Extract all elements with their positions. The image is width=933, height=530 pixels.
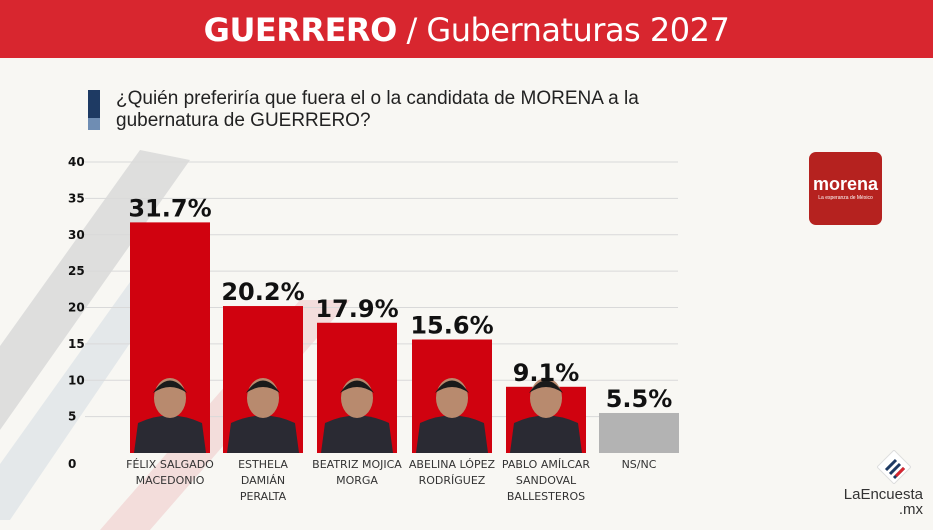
- bar: [599, 412, 679, 453]
- value-label: 15.6%: [410, 312, 493, 340]
- question-marker: [88, 90, 100, 130]
- category-label: RODRÍGUEZ: [419, 474, 486, 487]
- candidate-photo: [416, 378, 488, 453]
- y-tick-label: 10: [68, 373, 85, 387]
- candidate-photo: [510, 378, 582, 453]
- y-tick-label: 20: [68, 301, 85, 315]
- category-label: ESTHELA: [238, 458, 288, 471]
- y-tick-label: 40: [68, 155, 85, 169]
- page-title: Gubernaturas 2027: [426, 11, 730, 49]
- candidate-photo: [227, 378, 299, 453]
- category-label: ABELINA LÓPEZ: [409, 458, 496, 471]
- category-label: NS/NC: [622, 458, 657, 471]
- category-label: FÉLIX SALGADO: [126, 458, 214, 471]
- category-label: DAMIÁN: [241, 474, 285, 487]
- category-label: BALLESTEROS: [507, 490, 585, 503]
- y-tick-label: 0: [68, 457, 76, 471]
- title-separator: /: [396, 11, 427, 49]
- candidate-photo: [134, 378, 206, 453]
- y-tick-label: 25: [68, 264, 85, 278]
- value-label: 9.1%: [513, 359, 580, 387]
- value-label: 17.9%: [315, 295, 398, 323]
- category-label: PERALTA: [240, 490, 287, 503]
- value-label: 20.2%: [221, 278, 304, 306]
- morena-logo: morena La esperanza de México: [809, 152, 882, 225]
- category-label: MACEDONIO: [136, 474, 205, 487]
- question-text: ¿Quién preferiría que fuera el o la cand…: [116, 88, 639, 131]
- value-label: 31.7%: [128, 194, 211, 222]
- category-label: SANDOVAL: [516, 474, 577, 487]
- y-tick-label: 5: [68, 410, 76, 424]
- y-tick-label: 30: [68, 228, 85, 242]
- header-banner: GUERRERO / Gubernaturas 2027: [0, 0, 933, 58]
- y-tick-label: 35: [68, 191, 85, 205]
- state-title: GUERRERO: [203, 11, 398, 49]
- category-label: BEATRIZ MOJICA: [312, 458, 402, 471]
- laencuesta-icon: [876, 449, 912, 485]
- category-label: MORGA: [336, 474, 378, 487]
- category-label: PABLO AMÍLCAR: [502, 458, 590, 471]
- candidate-photo: [321, 378, 393, 453]
- value-label: 5.5%: [606, 385, 673, 413]
- y-tick-label: 15: [68, 337, 85, 351]
- laencuesta-logo: LaEncuesta .mx: [838, 449, 923, 517]
